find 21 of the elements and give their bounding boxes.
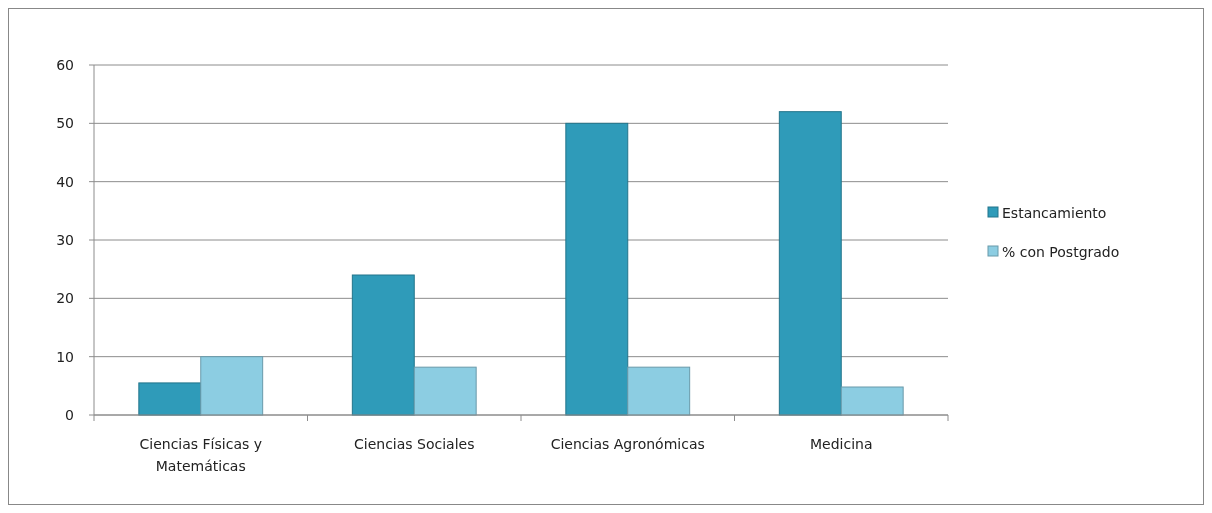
- legend-label: Estancamiento: [1002, 204, 1107, 221]
- y-tick-label: 0: [65, 406, 74, 423]
- bar: [565, 122, 629, 416]
- y-tick-label: 50: [56, 115, 74, 132]
- y-tick-label: 40: [56, 173, 74, 190]
- bar: [413, 366, 477, 416]
- y-tick-label: 60: [56, 56, 74, 73]
- bar: [627, 366, 691, 416]
- bar: [138, 382, 202, 416]
- x-tick-label: Ciencias Físicas y Matemáticas: [139, 436, 262, 474]
- bar: [200, 356, 264, 416]
- bar: [778, 111, 842, 416]
- legend-label: % con Postgrado: [1002, 243, 1120, 260]
- y-tick-label: 30: [56, 231, 74, 248]
- x-tick-label: Ciencias Sociales: [354, 436, 475, 452]
- bar: [840, 386, 904, 416]
- x-tick-label: Medicina: [809, 436, 873, 452]
- bar: [351, 274, 415, 416]
- x-tick-label: Ciencias Agronómicas: [550, 436, 705, 452]
- y-tick-label: 10: [56, 348, 74, 365]
- y-tick-label: 20: [56, 290, 74, 307]
